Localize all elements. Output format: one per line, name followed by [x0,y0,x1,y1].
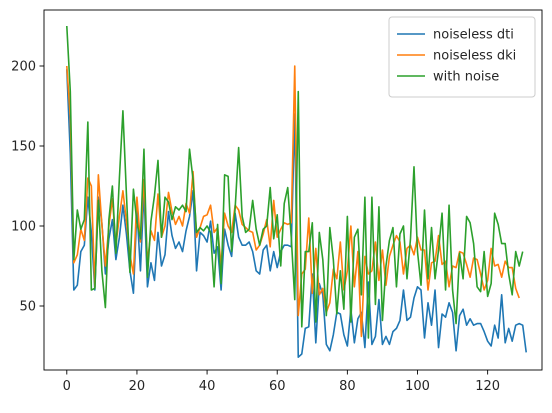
plot-frame [43,9,543,371]
x-tick-label: 80 [339,379,356,394]
series-line-2 [66,25,524,339]
legend-box [388,16,536,98]
x-tick-label: 20 [129,379,146,394]
y-tick-label: 150 [11,140,36,155]
y-tick-label: 100 [11,220,36,235]
y-tick-label: 200 [11,60,36,75]
series-layer [66,25,528,359]
legend: noiseless dti noiseless dki with noise [388,16,536,98]
x-tick-label: 40 [199,379,216,394]
y-axis: 50 100 150 200 [11,60,44,315]
x-tick-label: 60 [269,379,286,394]
legend-label-0: noiseless dti [433,28,514,43]
x-tick-label: 120 [475,379,500,394]
x-tick-label: 0 [63,379,71,394]
x-axis: 0 20 40 60 80 100 120 [63,370,500,394]
legend-label-2: with noise [433,70,499,85]
legend-label-1: noiseless dki [433,49,516,64]
y-tick-label: 50 [19,300,36,315]
x-tick-label: 100 [405,379,430,394]
